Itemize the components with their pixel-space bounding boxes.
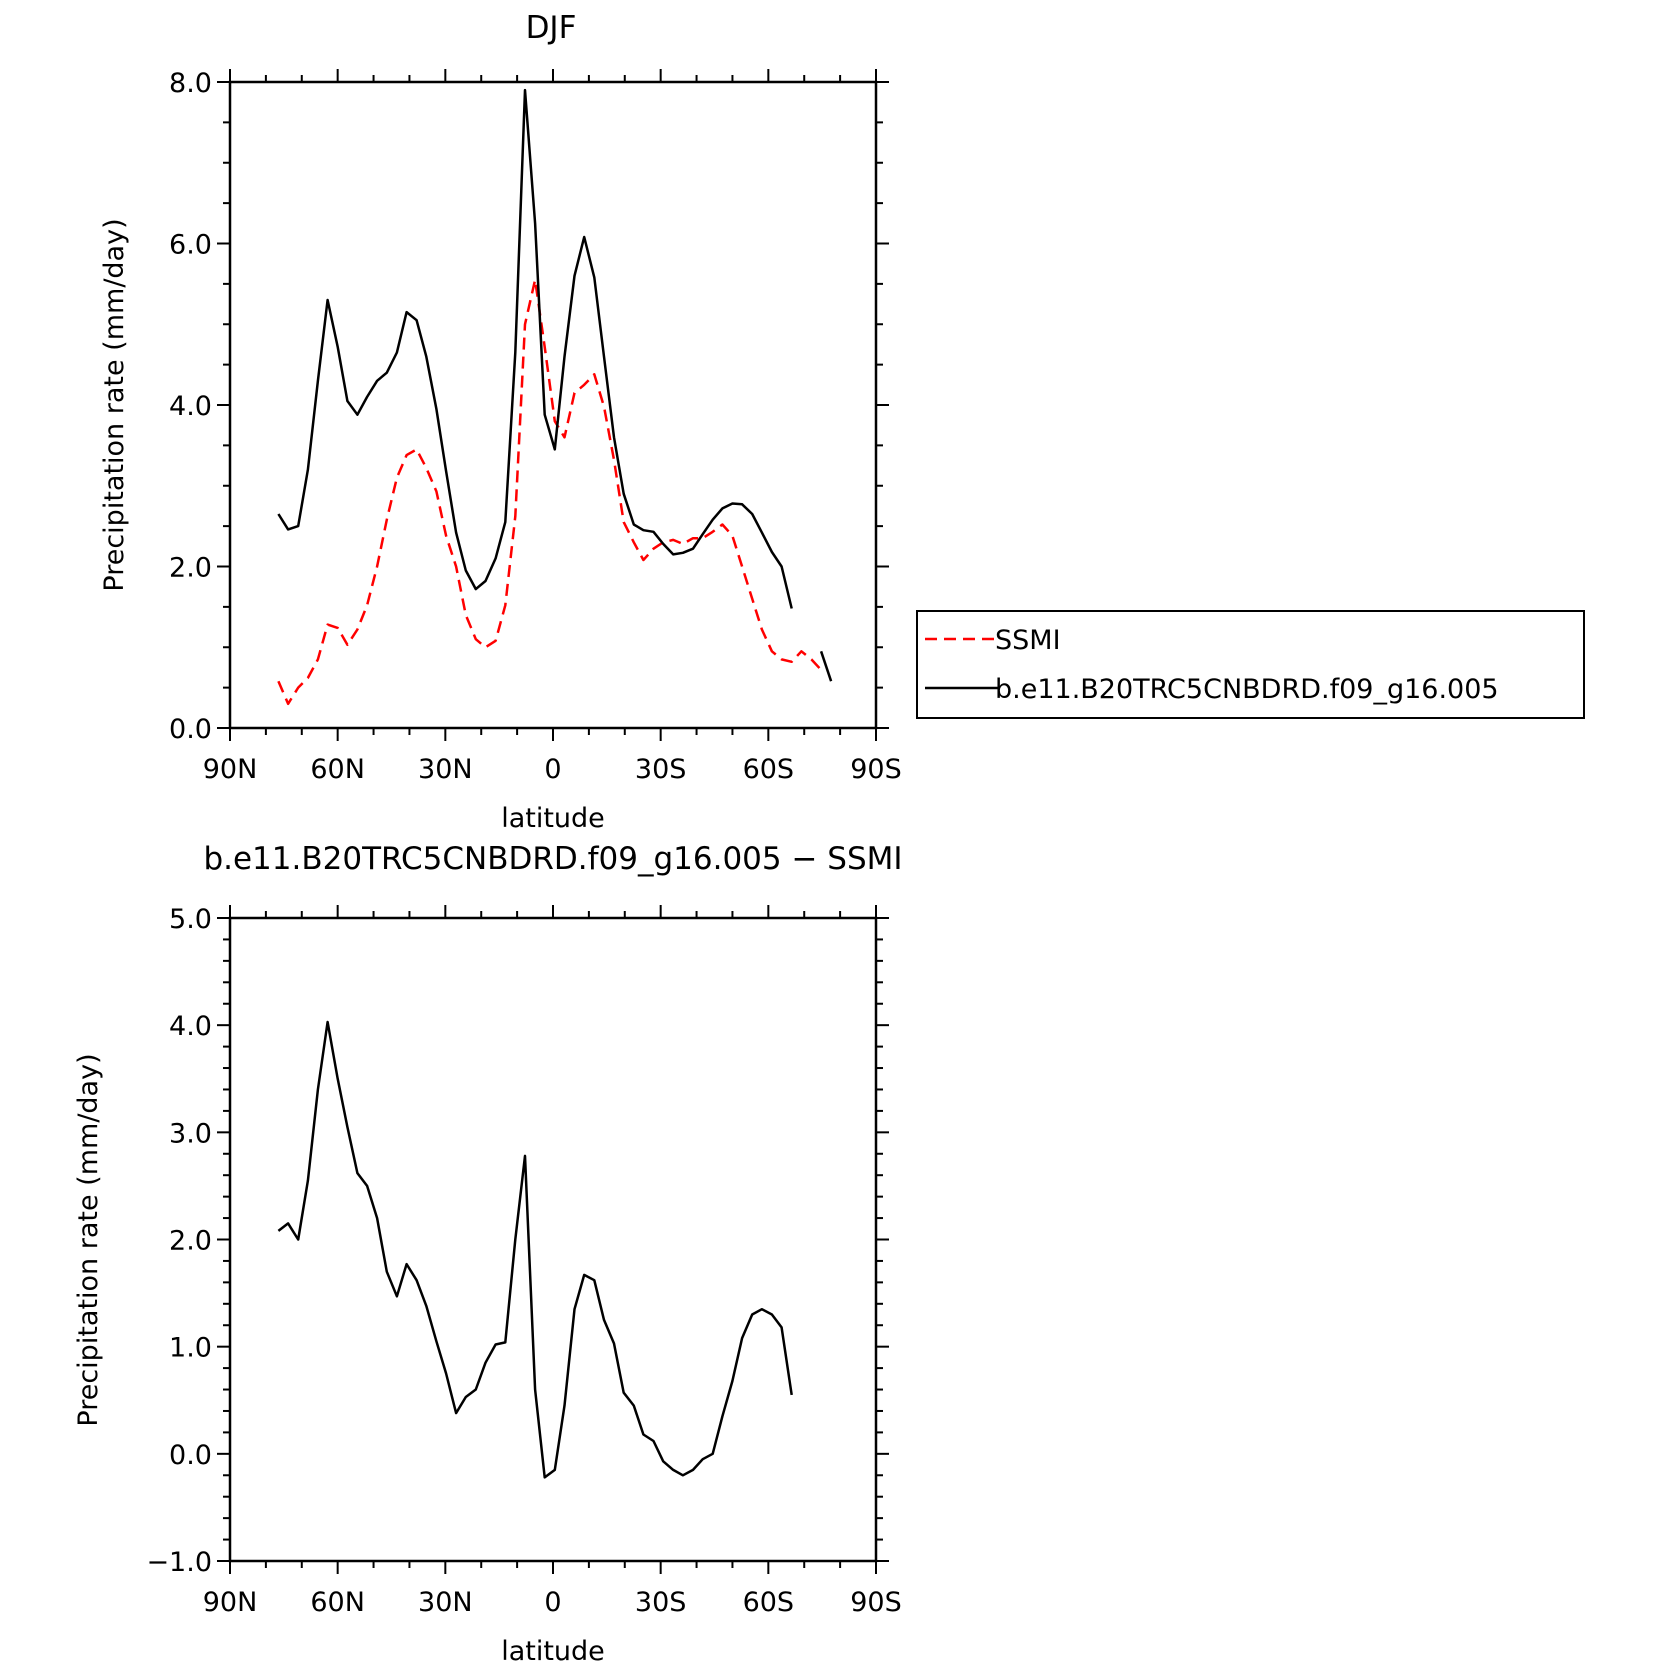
bottom-y-axis-label: Precipitation rate (mm/day): [73, 1053, 104, 1426]
top-y-tick-label: 8.0: [169, 68, 212, 99]
top-chart-title: DJF: [526, 10, 577, 46]
bottom-x-tick-label: 0: [544, 1587, 561, 1618]
top-x-tick-labels: 90N 60N 30N 0 30S 60S 90S: [203, 754, 902, 785]
model-series-line: [819, 650, 833, 682]
bottom-series-lines: [277, 1020, 793, 1479]
bottom-x-tick-label: 30S: [635, 1587, 687, 1618]
top-x-axis-label: latitude: [501, 803, 605, 834]
top-y-tick-label: 2.0: [169, 553, 212, 584]
top-panel: DJF 90N 60N 30N 0 30S 60S 90S 0.02.04.06.08.0 …: [99, 10, 902, 834]
bottom-y-tick-label: 3.0: [169, 1118, 212, 1149]
bottom-y-tick-label: 2.0: [169, 1226, 212, 1257]
bottom-y-tick-labels: −1.0 0.0 1.0 2.0 3.0 4.0 5.0: [146, 904, 212, 1578]
top-x-tick-label: 90S: [850, 754, 902, 785]
bottom-x-tick-label: 90N: [203, 1587, 258, 1618]
bottom-y-tick-label: 1.0: [169, 1333, 212, 1364]
bottom-y-tick-label: 4.0: [169, 1011, 212, 1042]
legend-ssmi-label: SSMI: [995, 625, 1061, 656]
bottom-x-tick-label: 60N: [310, 1587, 365, 1618]
top-y-tick-label: 0.0: [169, 714, 212, 745]
legend-model-label: b.e11.B20TRC5CNBDRD.f09_g16.005: [995, 674, 1499, 705]
bottom-x-tick-label: 90S: [850, 1587, 902, 1618]
bottom-x-tick-label: 30N: [418, 1587, 473, 1618]
top-x-tick-label: 30N: [418, 754, 473, 785]
legend-box: [916, 610, 1585, 719]
legend: SSMI b.e11.B20TRC5CNBDRD.f09_g16.005: [916, 610, 1585, 719]
top-x-tick-label: 30S: [635, 754, 687, 785]
bottom-y-tick-label: 0.0: [169, 1440, 212, 1471]
top-x-tick-label: 90N: [203, 754, 258, 785]
top-x-tick-label: 60N: [310, 754, 365, 785]
top-x-tick-label: 60S: [743, 754, 795, 785]
top-x-tick-label: 0: [544, 754, 561, 785]
top-y-axis-label: Precipitation rate (mm/day): [99, 218, 130, 591]
top-y-tick-label: 6.0: [169, 230, 212, 261]
bottom-chart-title: b.e11.B20TRC5CNBDRD.f09_g16.005 − SSMI: [203, 841, 902, 877]
bottom-x-tick-labels: 90N 60N 30N 0 30S 60S 90S: [203, 1587, 902, 1618]
bottom-panel: b.e11.B20TRC5CNBDRD.f09_g16.005 − SSMI 9…: [73, 841, 903, 1667]
bottom-axis-ticks: [217, 905, 889, 1574]
ssmi-series-line: [277, 278, 823, 706]
top-series-lines: [277, 88, 833, 706]
bottom-y-tick-label: −1.0: [146, 1547, 212, 1578]
model-series-line: [277, 1020, 793, 1479]
top-y-tick-labels: 0.0 2.0 4.0 6.0 8.0: [169, 68, 212, 745]
model-series-line: [277, 88, 793, 609]
bottom-x-tick-label: 60S: [743, 1587, 795, 1618]
bottom-plot-frame: [228, 916, 878, 1563]
bottom-y-tick-label: 5.0: [169, 904, 212, 935]
top-plot-frame: [228, 80, 878, 730]
top-y-tick-label: 4.0: [169, 391, 212, 422]
bottom-x-axis-label: latitude: [501, 1636, 605, 1667]
